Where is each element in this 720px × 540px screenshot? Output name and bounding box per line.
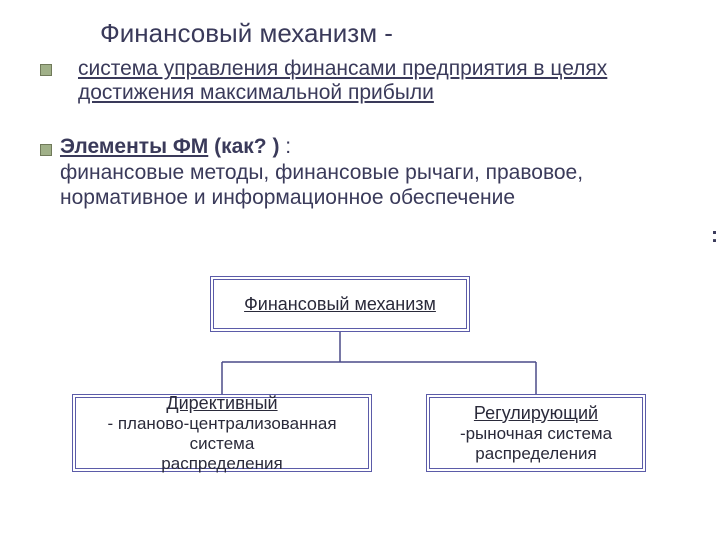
box-left-desc1: - планово-централизованная система xyxy=(80,414,364,454)
box-root: Финансовый механизм xyxy=(210,276,470,332)
box-right-desc2: распределения xyxy=(475,444,596,464)
box-right: Регулирующий -рыночная система распредел… xyxy=(426,394,646,472)
box-root-label: Финансовый механизм xyxy=(244,294,436,315)
stray-colon: : xyxy=(711,224,718,248)
methods-text: финансовые методы, финансовые рычаги, пр… xyxy=(60,160,670,210)
subtitle-line1: система управления финансами предприятия… xyxy=(78,56,607,81)
box-right-heading: Регулирующий xyxy=(474,403,598,424)
subtitle-line2: достижения максимальной прибыли xyxy=(78,81,434,105)
elements-label: Элементы ФМ xyxy=(60,135,208,158)
box-left: Директивный - планово-централизованная с… xyxy=(72,394,372,472)
page-title: Финансовый механизм - xyxy=(100,18,393,49)
bullet-icon xyxy=(40,64,52,76)
elements-heading: Элементы ФМ (как? ) : xyxy=(60,135,291,159)
box-left-heading: Директивный xyxy=(166,393,277,414)
box-right-desc1: -рыночная система xyxy=(460,424,612,444)
bullet-icon xyxy=(40,144,52,156)
elements-colon: : xyxy=(279,135,291,158)
elements-how: (как? ) xyxy=(208,135,279,158)
box-left-desc2: распределения xyxy=(161,454,282,474)
